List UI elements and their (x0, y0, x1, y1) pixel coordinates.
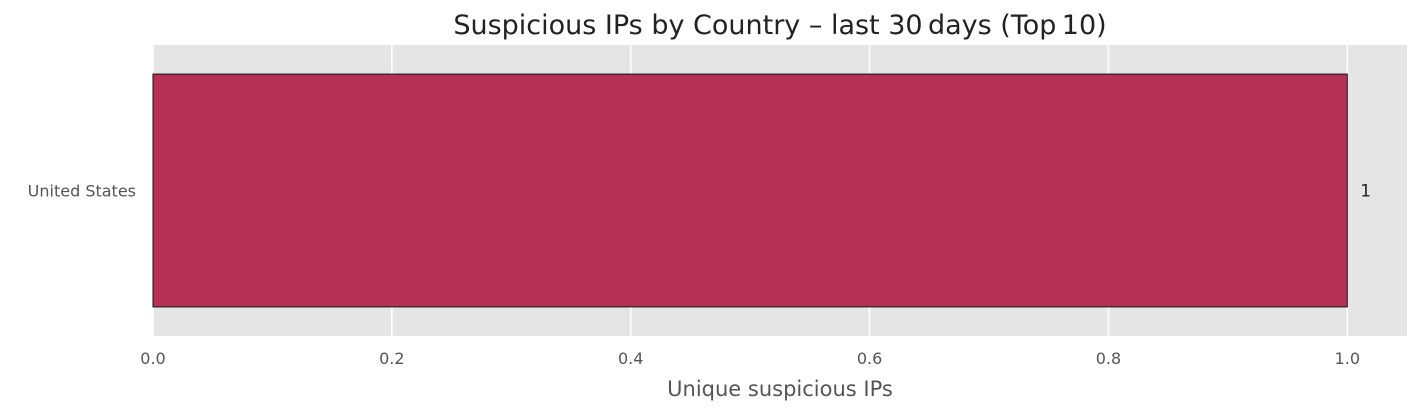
data-label: 1 (1360, 182, 1371, 202)
y-tick-label: United States (28, 182, 136, 201)
data-labels: 1 (1360, 182, 1371, 202)
x-axis-label: Unique suspicious IPs (667, 377, 893, 401)
y-tick-labels: United States (28, 182, 136, 201)
x-tick-label: 0.2 (379, 349, 404, 368)
x-tick-label: 0.0 (140, 349, 165, 368)
bar-0 (152, 73, 1348, 308)
bars (152, 73, 1348, 308)
chart-title: Suspicious IPs by Country – last 30 days… (453, 10, 1106, 41)
x-tick-label: 0.6 (857, 349, 882, 368)
x-tick-label: 0.4 (618, 349, 643, 368)
x-tick-label: 1.0 (1335, 349, 1360, 368)
x-tick-labels: 0.0 0.2 0.4 0.6 0.8 1.0 (140, 349, 1360, 368)
x-tick-label: 0.8 (1096, 349, 1121, 368)
